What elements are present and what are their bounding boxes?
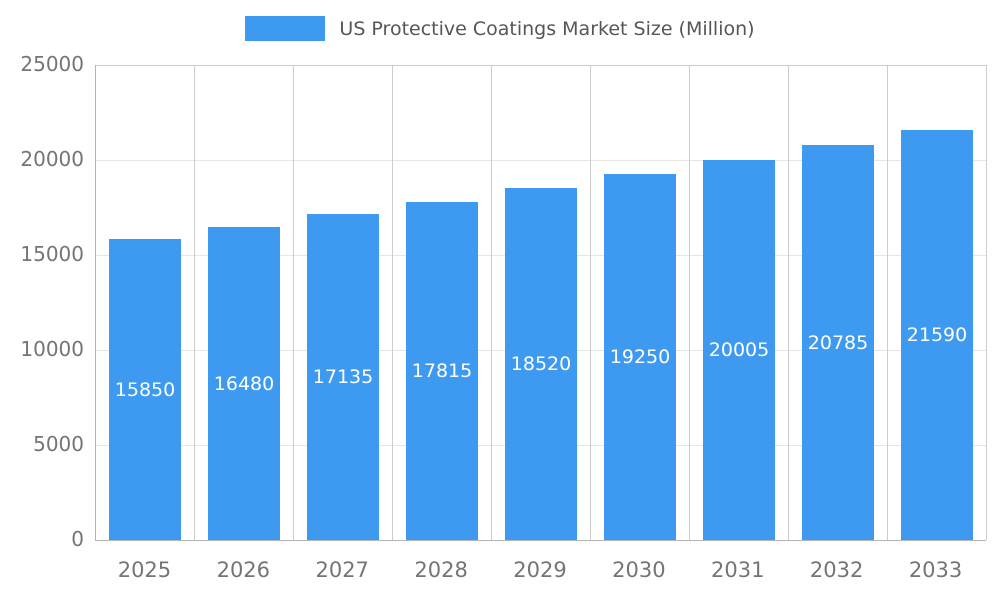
x-gridline <box>293 65 295 540</box>
x-axis-tick-label: 2032 <box>809 558 864 582</box>
bar[interactable]: 20005 <box>703 160 775 540</box>
x-axis-tick-label: 2025 <box>117 558 172 582</box>
bar[interactable]: 16480 <box>208 227 280 540</box>
y-axis-tick-label: 15000 <box>20 242 84 266</box>
x-axis-tick-label: 2030 <box>612 558 666 582</box>
x-gridline <box>688 65 690 540</box>
bar[interactable]: 18520 <box>505 188 577 540</box>
x-axis-tick-label: 2028 <box>414 558 468 582</box>
bar[interactable]: 19250 <box>604 174 676 540</box>
y-axis-tick-label: 20000 <box>20 147 84 171</box>
bar-value-label: 19250 <box>609 346 671 368</box>
y-gridline <box>96 64 986 66</box>
bar[interactable]: 17815 <box>406 202 478 540</box>
bar-value-label: 15850 <box>114 378 176 401</box>
x-axis-tick-label: 2026 <box>216 558 271 582</box>
x-gridline <box>985 65 987 540</box>
y-axis-tick-label: 25000 <box>20 52 84 76</box>
bar-value-label: 18520 <box>510 353 572 375</box>
plot-area: 15850 16480 17135 17815 18520 19250 20005 20785… <box>95 64 987 541</box>
x-axis-tick-label: 2033 <box>908 558 963 582</box>
x-gridline <box>589 65 591 540</box>
y-axis-tick-label: 10000 <box>20 337 84 361</box>
x-axis-tick-label: 2027 <box>315 558 369 582</box>
bar[interactable]: 20785 <box>802 145 874 540</box>
bar[interactable]: 15850 <box>109 239 181 540</box>
x-gridline <box>886 65 888 540</box>
bar-value-label: 20005 <box>708 339 770 361</box>
x-axis-tick-label: 2029 <box>513 558 567 582</box>
x-axis-tick-label: 2031 <box>711 558 765 582</box>
chart-title: US Protective Coatings Market Size (Mill… <box>339 17 755 40</box>
bar-value-label: 17815 <box>411 360 473 382</box>
legend-swatch-icon <box>245 16 326 41</box>
chart-legend: US Protective Coatings Market Size (Mill… <box>0 16 1000 41</box>
x-gridline <box>787 65 789 540</box>
x-gridline <box>194 65 196 540</box>
y-axis-tick-label: 0 <box>71 527 84 551</box>
bar-value-label: 17135 <box>312 366 374 388</box>
bar-value-label: 20785 <box>807 331 869 354</box>
bar[interactable]: 21590 <box>901 130 973 540</box>
bar[interactable]: 17135 <box>307 214 379 540</box>
y-axis-tick-label: 5000 <box>33 432 84 456</box>
x-gridline <box>491 65 493 540</box>
x-gridline <box>392 65 394 540</box>
y-gridline <box>96 159 986 161</box>
bar-value-label: 16480 <box>213 372 275 395</box>
bar-value-label: 21590 <box>906 324 968 346</box>
